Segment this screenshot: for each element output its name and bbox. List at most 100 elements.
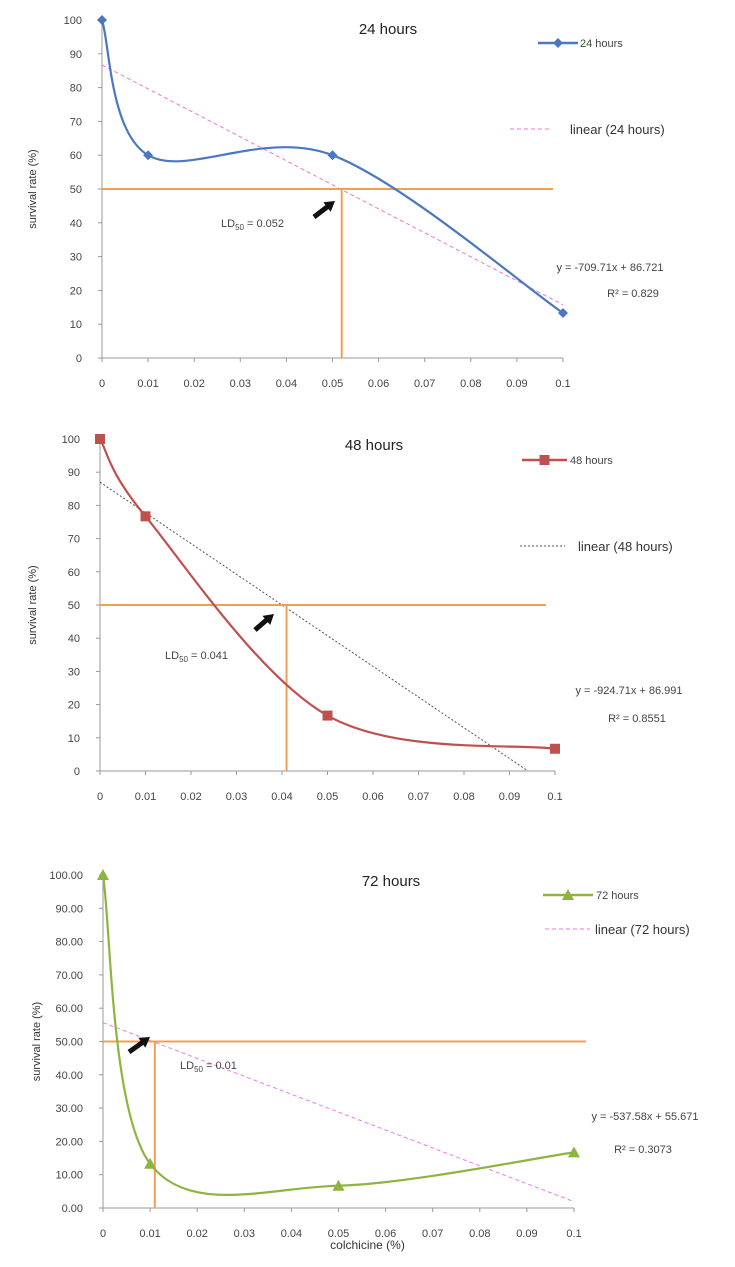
ld50-arrow-head [262,614,274,626]
legend-marker [562,889,574,900]
y-tick-label: 50.00 [55,1037,83,1049]
y-tick-label: 30 [68,666,80,678]
trend-r-squared: R² = 0.8551 [608,713,666,725]
y-tick-label: 90 [68,467,80,479]
legend-label: 72 hours [596,890,639,902]
y-tick-label: 0 [74,766,80,778]
trend-equation: y = -924.71x + 86.991 [575,685,682,697]
y-tick-label: 70.00 [55,970,83,982]
x-tick-label: 0.01 [135,791,156,803]
data-point [144,1157,157,1169]
y-tick-label: 80 [68,500,80,512]
x-tick-label: 0.05 [328,1228,349,1240]
y-tick-label: 60 [68,567,80,579]
legend-trendline-label: linear (48 hours) [578,539,673,554]
y-tick-label: 100.00 [49,870,83,882]
data-point [143,150,154,161]
chart-panel-3: 0.00 10.00 20.00 30.00 40.00 50.00 60.00 70.00 8… [31,869,699,1240]
series-line [99,438,556,750]
legend-marker [553,38,563,48]
y-tick-label: 50 [70,184,82,196]
y-tick-label: 10 [70,319,82,331]
chart-panel-2: 0 10 20 30 40 50 60 70 80 90 100 0 0.01 0.02 0.03 0.04 0… [27,434,683,803]
x-tick-label: 0.04 [281,1228,302,1240]
legend-trendline-label: linear (72 hours) [595,922,690,937]
ld50-arrow-head [323,201,335,212]
x-tick-label: 0.07 [414,378,435,390]
data-point [558,308,568,319]
x-tick-label: 0.1 [547,791,562,803]
y-tick-label: 0.00 [62,1203,83,1215]
x-tick-label: 0 [100,1228,106,1240]
ld50-label: LD50 = 0.052 [221,218,284,232]
x-tick-label: 0.01 [139,1228,160,1240]
x-tick-label: 0.03 [226,791,247,803]
legend-marker [539,455,550,465]
x-tick-label: 0.05 [322,378,343,390]
y-tick-label: 40.00 [55,1070,83,1082]
x-tick-label: 0.09 [506,378,527,390]
x-tick-label: 0.02 [186,1228,207,1240]
data-point [568,1146,580,1158]
y-tick-label: 70 [68,534,80,546]
chart-panel-1: 0 10 20 30 40 50 60 70 80 90 100 0 0.01 0.02 0.03 0.04 0… [27,15,665,390]
x-tick-label: 0.09 [516,1228,537,1240]
x-tick-label: 0.06 [375,1228,396,1240]
trend-equation: y = -537.58x + 55.671 [591,1111,698,1123]
trend-equation: y = -709.71x + 86.721 [556,262,663,274]
x-tick-label: 0.1 [555,378,570,390]
trendline [99,481,529,772]
chart-title: 72 hours [362,873,420,890]
x-tick-label: 0.1 [566,1228,581,1240]
x-tick-label: 0.04 [271,791,292,803]
x-tick-label: 0.03 [234,1228,255,1240]
x-tick-label: 0.06 [368,378,389,390]
y-tick-label: 20 [70,285,82,297]
x-tick-label: 0.01 [137,378,158,390]
trend-r-squared: R² = 0.3073 [614,1144,672,1156]
x-tick-label: 0 [99,378,105,390]
y-tick-label: 60.00 [55,1003,83,1015]
data-point [95,434,105,444]
x-tick-label: 0.02 [180,791,201,803]
y-tick-label: 90.00 [55,903,83,915]
x-tick-label: 0 [97,791,103,803]
ld50-label: LD50 = 0.01 [180,1060,237,1074]
x-tick-label: 0.07 [408,791,429,803]
x-axis-title: colchicine (%) [330,1238,405,1252]
y-tick-label: 80.00 [55,937,83,949]
x-tick-label: 0.03 [230,378,251,390]
y-axis-title: survival rate (%) [27,149,39,228]
y-tick-label: 20.00 [55,1136,83,1148]
data-point [322,710,333,721]
legend-label: 48 hours [570,455,613,467]
y-tick-label: 40 [68,633,80,645]
y-tick-label: 10.00 [55,1170,83,1182]
data-point [140,511,151,522]
y-tick-label: 60 [70,150,82,162]
x-tick-label: 0.04 [276,378,297,390]
y-tick-label: 0 [76,353,82,365]
y-tick-label: 80 [70,83,82,95]
y-tick-label: 30 [70,252,82,264]
data-point [97,869,109,880]
x-tick-label: 0.06 [362,791,383,803]
y-tick-label: 100 [64,15,82,27]
legend-trendline-label: linear (24 hours) [570,122,665,137]
x-tick-label: 0.09 [499,791,520,803]
ld50-arrow-head [138,1037,150,1048]
ld50-label: LD50 = 0.041 [165,650,228,664]
x-tick-label: 0.08 [460,378,481,390]
y-tick-label: 90 [70,49,82,61]
series-line [100,19,564,314]
x-tick-label: 0.02 [183,378,204,390]
trendline [101,64,564,306]
x-tick-label: 0.08 [453,791,474,803]
y-tick-label: 30.00 [55,1103,83,1115]
y-tick-label: 10 [68,733,80,745]
y-tick-label: 100 [62,434,80,446]
trendline [102,1022,575,1203]
x-tick-label: 0.05 [317,791,338,803]
data-point [327,150,338,161]
